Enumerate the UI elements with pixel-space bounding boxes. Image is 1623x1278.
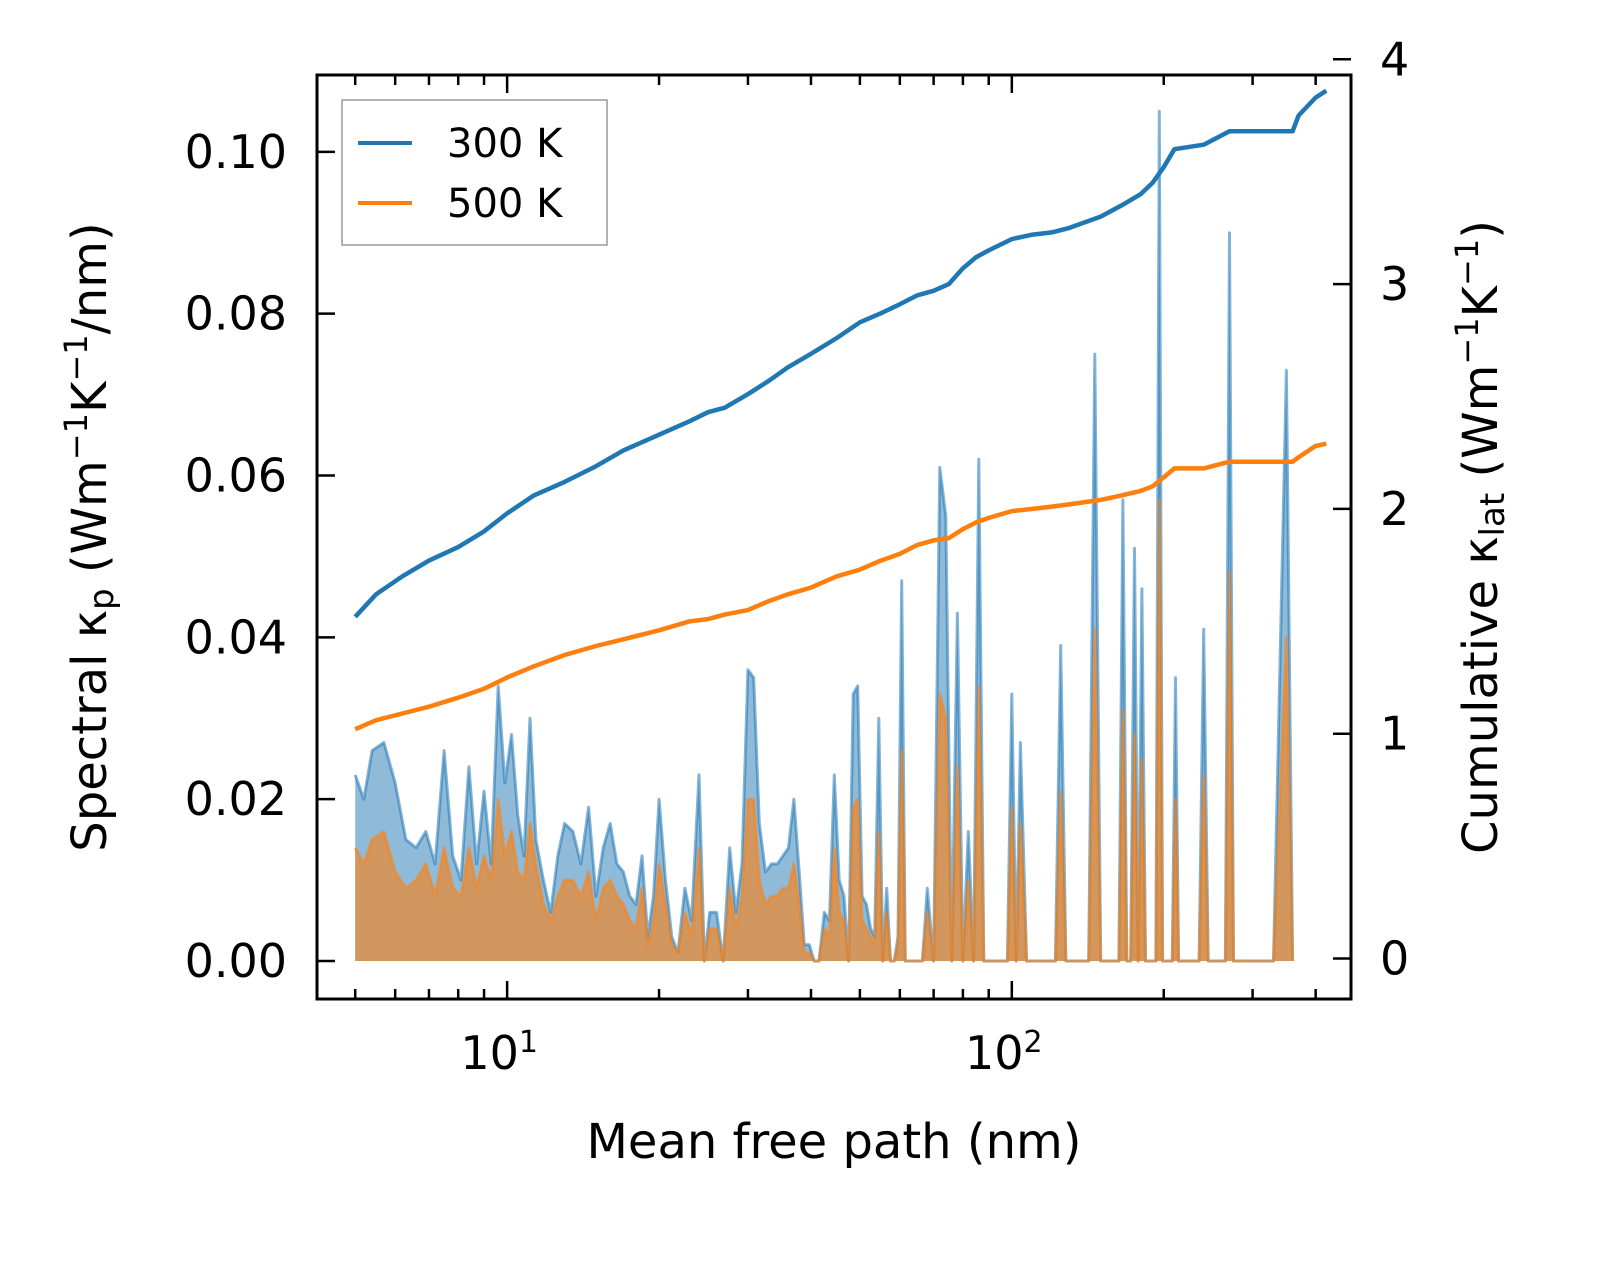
y-left-title-exp1: −1 (57, 413, 95, 460)
y-right-tick-label: 3 (1380, 257, 1409, 311)
y-right-title-k: K (1453, 284, 1509, 317)
y-left-axis-ticks: 0.00 0.02 0.04 0.06 0.08 0.10 (185, 125, 335, 988)
y-right-title-suffix: ) (1453, 220, 1509, 239)
x-tick-label-exp: 1 (519, 1025, 538, 1060)
y-left-title-suffix: /nm) (62, 222, 118, 334)
legend-label-300k: 300 K (447, 121, 564, 167)
y-right-title-main: Cumulative κ (1453, 536, 1509, 854)
x-tick-label: 102 (965, 1025, 1043, 1081)
spectral-fills (353, 109, 1295, 963)
legend-label-500k: 500 K (447, 181, 564, 227)
legend: 300 K 500 K (341, 99, 608, 246)
x-tick-label-base: 10 (965, 1026, 1024, 1080)
y-right-axis-ticks: 0 1 2 3 4 (1333, 32, 1409, 986)
y-right-title-prefix: (Wm (1453, 365, 1509, 493)
x-tick-label: 101 (460, 1025, 538, 1081)
cumulative-line-300k (353, 88, 1328, 619)
y-left-title-main: Spectral κ (62, 610, 118, 852)
y-left-tick-label: 0.04 (185, 610, 287, 664)
y-left-title-prefix: (Wm (62, 460, 118, 588)
plot-frame (315, 73, 1353, 1001)
x-axis-ticks: 101 102 (353, 75, 1317, 1081)
y-right-tick-label: 0 (1380, 932, 1409, 986)
y-right-tick-label: 4 (1380, 32, 1409, 86)
y-left-title-k: K (62, 380, 118, 413)
y-left-axis-title: Spectral κp (Wm−1K−1/nm) (57, 222, 122, 851)
y-right-tick-label: 1 (1380, 707, 1409, 761)
y-right-title-exp1: −1 (1448, 317, 1486, 364)
y-left-tick-label: 0.00 (185, 934, 287, 988)
cumulative-lines (353, 88, 1328, 732)
x-tick-label-exp: 2 (1024, 1025, 1043, 1060)
y-right-axis-title: Cumulative κlat (Wm−1K−1) (1448, 220, 1513, 854)
y-right-title-sub: lat (1473, 493, 1513, 537)
x-tick-label-base: 10 (460, 1026, 519, 1080)
y-left-title-exp2: −1 (57, 334, 95, 381)
y-right-tick-label: 2 (1380, 482, 1409, 536)
y-left-tick-label: 0.02 (185, 772, 287, 826)
x-axis-title: Mean free path (nm) (587, 1114, 1082, 1170)
spectral-fill-500k (355, 499, 1293, 961)
legend-box (341, 99, 608, 246)
y-left-tick-label: 0.10 (185, 125, 287, 179)
y-left-tick-label: 0.08 (185, 287, 287, 341)
y-left-title-sub: p (82, 588, 122, 610)
spectral-line-500k (353, 498, 1295, 963)
cumulative-line-500k (354, 441, 1327, 732)
y-right-title-exp2: −1 (1448, 239, 1486, 286)
y-left-tick-label: 0.06 (185, 449, 287, 503)
